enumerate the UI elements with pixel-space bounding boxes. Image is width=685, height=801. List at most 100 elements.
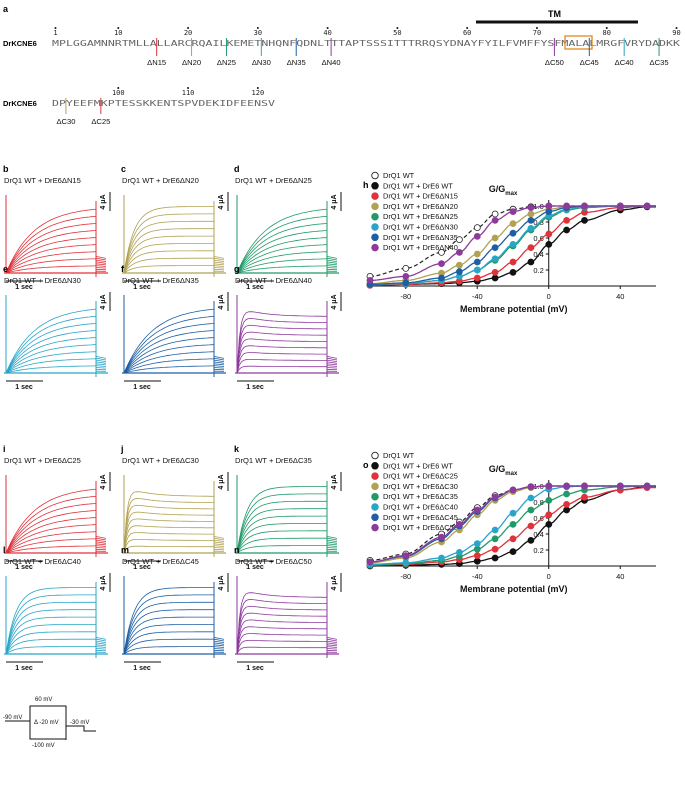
current-trace — [236, 265, 327, 274]
current-trace — [236, 500, 327, 554]
current-trace — [123, 351, 215, 374]
protocol-box — [29, 705, 67, 740]
current-trace — [236, 530, 327, 554]
data-point — [455, 261, 463, 269]
data-point — [509, 240, 517, 248]
legend-marker — [371, 462, 379, 470]
tail-current — [326, 545, 338, 547]
position-dot — [117, 27, 120, 29]
y-axis-label-main: G/G — [489, 464, 506, 474]
current-trace — [5, 609, 96, 655]
data-point — [545, 202, 553, 210]
panel-letter: m — [121, 545, 129, 555]
current-scale-label: 4 μA — [331, 194, 338, 209]
current-scale-label: 4 μA — [331, 474, 338, 489]
tail-current — [326, 268, 338, 271]
tail-current — [213, 365, 225, 367]
tail-current — [95, 547, 107, 549]
data-point — [473, 258, 481, 266]
data-point — [491, 535, 499, 543]
tail-current — [95, 541, 107, 544]
tail-current — [326, 365, 338, 367]
tail-current — [213, 638, 225, 642]
data-point — [527, 483, 535, 491]
tail-current — [213, 543, 225, 546]
current-trace — [236, 508, 327, 554]
sequence-line1: MPLGGAMNNRTMLLALLARCRQAILKEMETNHQNFQDNLT… — [52, 39, 681, 48]
current-trace — [5, 488, 97, 554]
data-point — [438, 274, 445, 282]
legend-marker — [371, 451, 379, 460]
data-point — [473, 250, 481, 258]
x-tick-label: -80 — [400, 292, 411, 301]
data-point — [455, 248, 463, 256]
data-point — [491, 255, 499, 263]
legend-marker — [371, 243, 379, 252]
voltage-protocol — [5, 705, 96, 740]
tail-current — [213, 644, 225, 647]
data-point — [527, 522, 535, 530]
current-trace — [5, 344, 97, 374]
data-point — [616, 482, 624, 490]
panel-letter: h — [363, 180, 369, 190]
legend-marker — [371, 182, 379, 190]
deletion-markers: ΔN15 ΔN20 ΔN25 ΔN30 ΔN35 ΔN40 ΔC50 ΔC45 ΔC40 ΔC35… — [56, 38, 669, 126]
legend-entry: DrQ1 WT + DrE6ΔC40 — [383, 503, 458, 512]
tm-label: TM — [548, 9, 561, 19]
sequence-line2: DPYEEFMKPTESSKKENTSPVDEKIDFEENSV — [52, 99, 276, 108]
tail-current — [326, 646, 338, 648]
current-trace — [123, 532, 214, 554]
data-point — [491, 545, 499, 553]
data-point — [509, 220, 517, 228]
current-trace — [236, 612, 327, 655]
trace-title: DrQ1 WT + DrE6ΔN40 — [235, 276, 312, 285]
data-point — [545, 496, 553, 504]
position-number: 30 — [254, 29, 262, 37]
position-number: 70 — [533, 29, 541, 37]
current-scale-label: 4 μA — [100, 474, 107, 489]
position-dot — [256, 87, 259, 89]
position-number: 80 — [603, 29, 611, 37]
current-trace — [5, 330, 97, 374]
legend-marker — [371, 192, 379, 200]
current-trace — [236, 537, 327, 554]
current-trace — [5, 237, 97, 274]
tail-current — [95, 265, 107, 267]
tail-current — [95, 359, 107, 362]
tail-current — [95, 257, 107, 261]
position-dot — [326, 27, 329, 29]
position-number: 60 — [463, 29, 471, 37]
deletion-label-c: ΔC35 — [650, 58, 669, 67]
legend-marker — [371, 212, 379, 221]
current-trace — [5, 351, 97, 374]
data-point — [473, 232, 481, 240]
legend-marker — [371, 223, 379, 231]
data-point — [455, 268, 463, 276]
data-point — [581, 202, 588, 210]
trace-panel-j: j DrQ1 WT + DrE6ΔC30 4 μA 1 sec — [120, 444, 229, 571]
current-trace — [236, 592, 327, 655]
current-trace — [236, 605, 327, 655]
tail-current — [213, 256, 225, 259]
data-point — [438, 260, 445, 268]
current-trace — [5, 594, 96, 655]
trace-title: DrQ1 WT + DrE6ΔC40 — [4, 557, 81, 566]
current-trace — [236, 331, 327, 374]
tail-current — [213, 267, 225, 269]
data-point — [545, 230, 553, 238]
panel-letter-a: a — [3, 4, 9, 14]
trace-panel-f: f DrQ1 WT + DrE6ΔN35 4 μA 1 sec — [121, 264, 229, 391]
legend-marker — [371, 503, 379, 511]
current-trace — [5, 315, 97, 374]
panel-letter: n — [234, 545, 240, 555]
current-trace — [236, 523, 327, 554]
current-trace — [5, 358, 97, 374]
x-axis-label: Membrane potential (mV) — [460, 304, 568, 314]
data-point — [402, 279, 410, 287]
current-scale-label: 4 μA — [218, 575, 225, 590]
current-trace — [236, 352, 327, 374]
current-scale-label: 4 μA — [218, 194, 225, 209]
trace-panel-i: i DrQ1 WT + DrE6ΔC25 4 μA 1 sec — [3, 444, 111, 571]
legend-entry: DrQ1 WT + DrE6ΔN30 — [383, 223, 458, 232]
tail-current — [326, 648, 338, 650]
